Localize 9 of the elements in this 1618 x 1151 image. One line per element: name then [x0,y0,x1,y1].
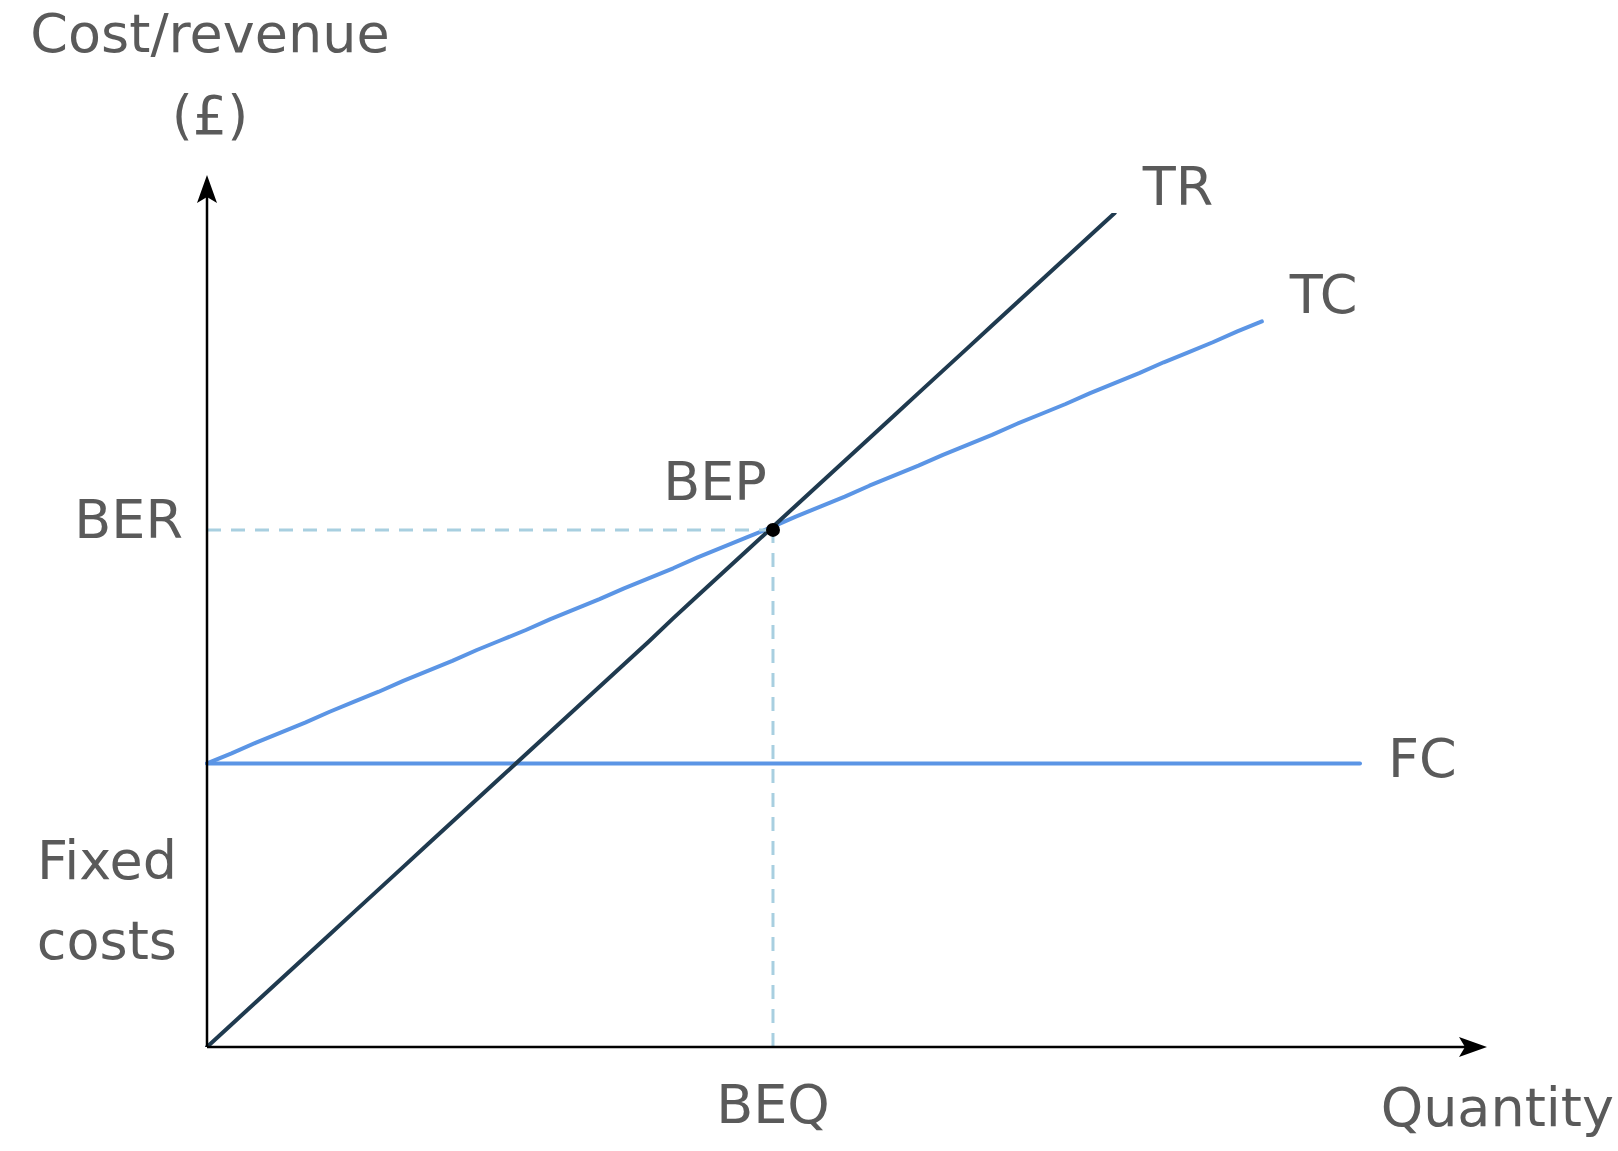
series-label: FC [1388,727,1457,791]
text: Fixed costs [36,829,177,973]
text: BEQ [716,1073,830,1137]
series-label: TR [1141,155,1214,219]
ref-line-label: BER [74,487,183,551]
x-axis-title: Quantity [1380,1076,1614,1140]
y-axis-title: Cost/revenue (£) [30,2,390,148]
annotation: BEP [663,449,767,513]
series-label: TC [1288,263,1358,327]
